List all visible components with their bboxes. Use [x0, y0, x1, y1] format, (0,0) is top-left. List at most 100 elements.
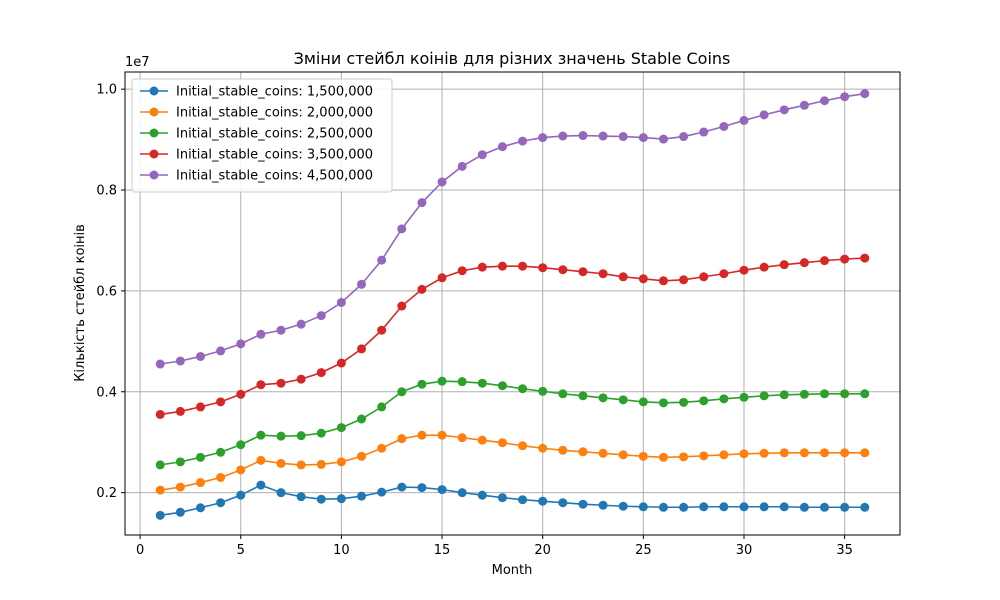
- data-point: [719, 269, 729, 279]
- data-point: [779, 448, 789, 458]
- data-point: [256, 455, 266, 465]
- y-axis-offset-label: 1e7: [125, 55, 150, 70]
- data-point: [699, 127, 709, 137]
- data-point: [638, 451, 648, 461]
- data-point: [397, 482, 407, 492]
- data-point: [236, 465, 246, 475]
- data-point: [357, 344, 367, 354]
- data-point: [759, 502, 769, 512]
- data-point: [739, 115, 749, 125]
- legend-label: Initial_stable_coins: 1,500,000: [176, 85, 373, 100]
- data-point: [377, 325, 387, 335]
- data-point: [175, 457, 185, 467]
- legend-marker: [149, 86, 159, 96]
- x-tick-label: 10: [333, 543, 350, 558]
- data-point: [699, 502, 709, 512]
- y-tick-label: 0.6: [96, 284, 117, 299]
- legend-marker: [149, 149, 159, 159]
- data-point: [457, 266, 467, 276]
- y-axis-label: Кількість стейбл коінів: [73, 224, 88, 382]
- data-point: [457, 377, 467, 387]
- data-point: [759, 391, 769, 401]
- data-point: [558, 389, 568, 399]
- data-point: [195, 402, 205, 412]
- data-point: [518, 384, 528, 394]
- data-point: [719, 502, 729, 512]
- data-point: [799, 502, 809, 512]
- series-4: [155, 253, 870, 419]
- data-point: [699, 396, 709, 406]
- x-axis-label: Month: [492, 563, 533, 578]
- data-point: [377, 402, 387, 412]
- data-point: [357, 451, 367, 461]
- data-point: [538, 496, 548, 506]
- data-point: [316, 459, 326, 469]
- legend: Initial_stable_coins: 1,500,000 Initial_s…: [131, 78, 393, 193]
- legend-item: Initial_stable_coins: 2,500,000: [140, 127, 373, 142]
- data-point: [357, 491, 367, 501]
- data-point: [477, 262, 487, 272]
- data-point: [336, 297, 346, 307]
- data-point: [558, 498, 568, 508]
- data-point: [155, 409, 165, 419]
- data-point: [397, 301, 407, 311]
- data-point: [840, 254, 850, 264]
- data-point: [739, 392, 749, 402]
- data-point: [417, 284, 427, 294]
- plot-frame: [124, 71, 901, 536]
- series-2: [155, 430, 870, 495]
- data-point: [518, 495, 528, 505]
- data-point: [296, 431, 306, 441]
- data-point: [497, 142, 507, 152]
- data-point: [719, 450, 729, 460]
- data-point: [860, 502, 870, 512]
- legend-label: Initial_stable_coins: 2,000,000: [176, 106, 373, 121]
- data-point: [799, 448, 809, 458]
- data-point: [518, 261, 528, 271]
- data-point: [578, 131, 588, 141]
- data-point: [195, 452, 205, 462]
- data-point: [719, 394, 729, 404]
- data-point: [658, 398, 668, 408]
- data-point: [155, 510, 165, 520]
- data-point: [397, 224, 407, 234]
- data-point: [840, 502, 850, 512]
- data-point: [256, 430, 266, 440]
- legend-marker: [149, 128, 159, 138]
- series-line: [160, 434, 865, 491]
- data-point: [216, 473, 226, 483]
- data-point: [437, 376, 447, 386]
- legend-label: Initial_stable_coins: 2,500,000: [176, 127, 373, 142]
- data-point: [256, 480, 266, 490]
- data-point: [437, 273, 447, 283]
- data-point: [336, 494, 346, 504]
- data-point: [558, 265, 568, 275]
- data-point: [799, 389, 809, 399]
- data-point: [820, 502, 830, 512]
- x-tick-label: 30: [736, 543, 753, 558]
- data-point: [175, 356, 185, 366]
- data-point: [799, 100, 809, 110]
- data-point: [477, 378, 487, 388]
- data-point: [336, 457, 346, 467]
- data-point: [598, 393, 608, 403]
- legend-marker: [149, 170, 159, 180]
- data-point: [759, 262, 769, 272]
- data-point: [658, 276, 668, 286]
- data-point: [518, 441, 528, 451]
- data-point: [437, 430, 447, 440]
- data-point: [497, 493, 507, 503]
- legend-label: Initial_stable_coins: 4,500,000: [176, 169, 373, 184]
- legend-box: [131, 78, 393, 193]
- legend-item: Initial_stable_coins: 2,000,000: [140, 106, 373, 121]
- y-tick-label: 0.4: [96, 385, 117, 400]
- data-point: [236, 389, 246, 399]
- data-point: [618, 501, 628, 511]
- data-point: [799, 258, 809, 268]
- data-point: [759, 448, 769, 458]
- data-point: [276, 488, 286, 498]
- data-point: [820, 256, 830, 266]
- data-point: [155, 485, 165, 495]
- series-line: [160, 380, 865, 466]
- data-point: [437, 177, 447, 187]
